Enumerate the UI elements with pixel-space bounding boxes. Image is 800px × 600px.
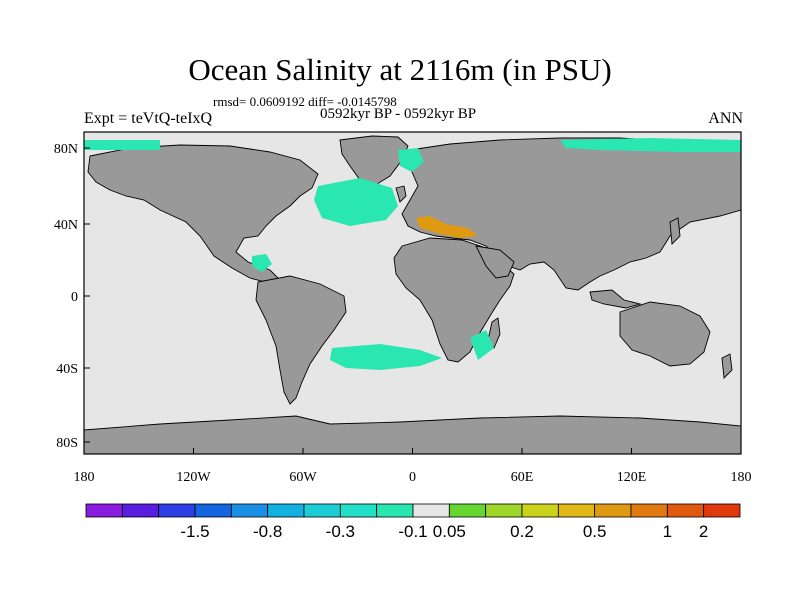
rmsd-diff-stats: rmsd= 0.0609192 diff= -0.0145798 [213,94,397,109]
colorbar-swatch [630,503,668,518]
colorbar-label: 0.2 [510,522,534,541]
south-atlantic-anomaly [330,344,442,370]
landmasses [83,135,742,455]
colorbar: -1.5 -0.8 -0.3 -0.1 0.05 0.2 0.5 1 2 [85,503,741,541]
mediterranean-anomaly [416,216,478,238]
colorbar-label: -0.3 [326,522,355,541]
colorbar-swatch [267,503,305,518]
nordic-anomaly [398,148,424,172]
period-label: 0592kyr BP - 0592kyr BP [320,106,477,122]
lat-tick-label: 80N [54,142,78,157]
colorbar-swatch [666,503,705,518]
lat-tick-label: 40S [56,362,78,377]
colorbar-swatch [412,503,450,518]
colorbar-swatch [121,503,160,518]
mozambique-anomaly [470,330,494,360]
uk [395,185,407,203]
new-zealand [721,353,733,379]
colorbar-swatch [85,503,123,518]
gulf-anomaly [252,254,272,272]
colorbar-swatch [376,503,414,518]
colorbar-swatch [557,503,596,518]
colorbar-swatch [594,503,632,518]
colorbar-label: 1 [663,522,672,541]
latitude-axis: 80N 40N 0 40S 80S [54,142,90,451]
colorbar-label: -0.1 [398,522,427,541]
lat-tick-label: 80S [56,436,78,451]
lon-tick-label: 60W [289,470,317,485]
positive-anomalies [416,216,478,238]
colorbar-label: 2 [699,522,708,541]
experiment-label: Expt = teVtQ-teIxQ [84,110,213,127]
colorbar-swatch [703,503,741,518]
lon-tick-label: 120E [617,470,647,485]
colorbar-swatch [448,503,487,518]
longitude-axis: 180 120W 60W 0 60E 120E 180 [74,448,752,485]
colorbar-swatch [485,503,523,518]
north-atlantic-anomaly [314,178,398,226]
lon-tick-label: 180 [731,470,752,485]
south-america [255,275,347,405]
colorbar-label: -1.5 [180,522,209,541]
negative-anomalies [84,138,741,370]
australia [619,301,711,367]
southeast-asia-islands [589,289,642,309]
lon-tick-label: 120W [176,470,211,485]
arctic-anomaly-east [560,138,741,152]
colorbar-swatch [521,503,559,518]
colorbar-label: -0.8 [253,522,282,541]
colorbar-swatch [230,503,269,518]
lon-tick-label: 0 [409,470,416,485]
plot-title: Ocean Salinity at 2116m (in PSU) [188,52,612,87]
greenland [339,135,409,187]
colorbar-swatch [303,503,341,518]
lon-tick-label: 180 [74,470,95,485]
colorbar-swatch [158,503,196,518]
season-label: ANN [708,110,743,127]
north-america [87,144,319,285]
lat-tick-label: 40N [54,218,78,233]
colorbar-swatch [194,503,232,518]
lat-tick-label: 0 [71,290,78,305]
colorbar-swatch [339,503,378,518]
lon-tick-label: 60E [511,470,534,485]
colorbar-label: 0.05 [433,522,466,541]
arctic-anomaly-west [84,140,160,150]
arabia [475,245,515,279]
japan [669,217,681,245]
colorbar-label: 0.5 [583,522,607,541]
